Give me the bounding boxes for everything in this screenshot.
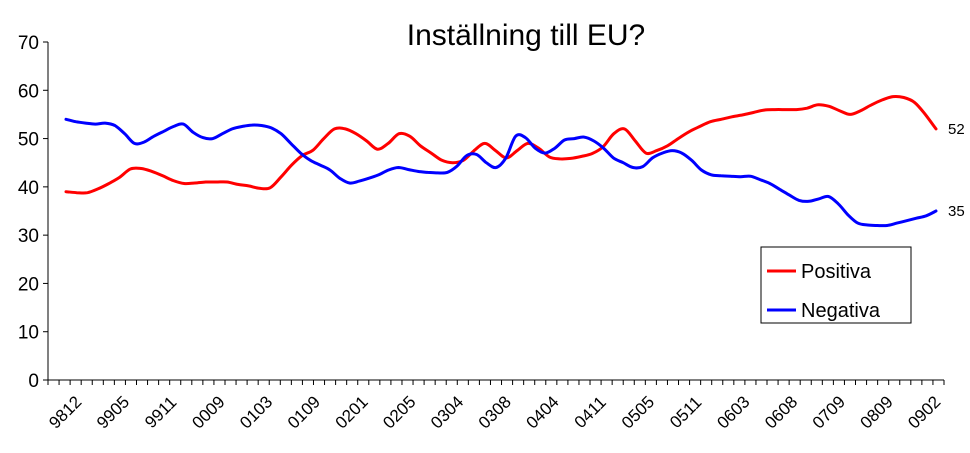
series-line-negativa <box>64 117 938 228</box>
y-tick-label: 20 <box>18 274 39 295</box>
x-tick-label: 0304 <box>427 392 467 432</box>
x-tick-label: 0709 <box>809 392 849 432</box>
x-tick-label: 0109 <box>284 392 324 432</box>
x-tick-label: 0201 <box>332 392 372 432</box>
y-axis: 0 10 20 30 40 50 60 70 <box>18 33 49 392</box>
x-tick-label: 0603 <box>713 392 753 432</box>
x-tick-label: 0103 <box>236 392 276 432</box>
y-tick-label: 60 <box>18 81 39 102</box>
x-tick-label: 0608 <box>761 392 801 432</box>
y-tick-label: 10 <box>18 323 39 344</box>
end-label-negativa: 35 <box>948 203 965 220</box>
y-tick-label: 0 <box>28 371 39 392</box>
series-lines <box>64 94 938 228</box>
x-tick-label: 0009 <box>188 392 228 432</box>
x-tick-label: 0809 <box>857 392 897 432</box>
y-tick-label: 70 <box>18 33 39 54</box>
x-tick-label: 0411 <box>571 393 610 432</box>
x-tick-label: 0404 <box>522 392 562 432</box>
end-label-positiva: 52 <box>948 121 965 138</box>
chart-title: Inställning till EU? <box>407 19 645 52</box>
x-tick-label: 0902 <box>904 392 944 432</box>
x-axis: 9812 9905 9911 0009 0103 0109 0201 0205 0304 0308… <box>45 379 945 432</box>
x-tick-label: 0205 <box>379 392 419 432</box>
y-tick-label: 50 <box>18 130 39 151</box>
legend-label-positiva: Positiva <box>801 261 872 283</box>
legend: Positiva Negativa <box>760 246 912 324</box>
x-tick-label: 0505 <box>618 392 658 432</box>
x-tick-label: 9812 <box>45 392 85 432</box>
y-tick-label: 30 <box>18 226 39 247</box>
x-tick-label: 9911 <box>141 393 180 432</box>
x-tick-label: 9905 <box>93 392 133 432</box>
y-tick-label: 40 <box>18 178 39 199</box>
x-tick-label: 0308 <box>475 392 515 432</box>
end-labels: 52 35 <box>948 121 965 220</box>
series-line-positiva <box>64 94 938 195</box>
legend-label-negativa: Negativa <box>801 300 881 322</box>
x-tick-label: 0511 <box>666 393 705 432</box>
